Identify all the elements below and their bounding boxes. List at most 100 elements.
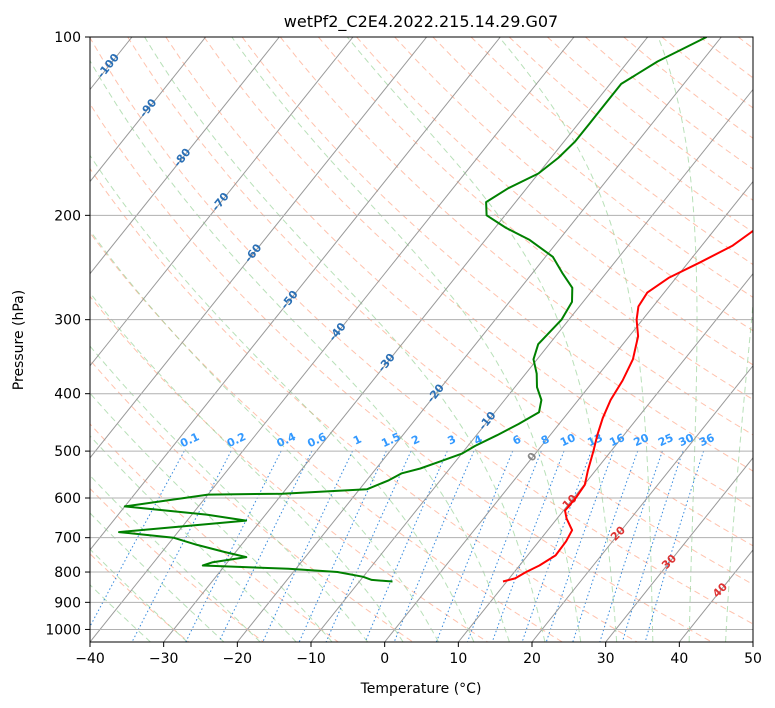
mixing-ratio-line [393,450,475,642]
moist-adiabat [90,435,297,642]
y-tick-label: 300 [54,313,81,329]
moist-adiabat [657,37,698,642]
moist-adiabat [231,37,582,642]
y-tick-label: 500 [54,444,81,460]
isotherm-line [752,641,753,642]
y-tick-label: 600 [54,491,81,507]
mixing-ratio-line [364,450,448,642]
dry-adiabat [508,37,753,233]
mixing-ratio-label: 0.1 [178,430,201,450]
mixing-ratio-line [572,450,639,642]
mixing-ratio-line [298,450,387,642]
dry-adiabat [90,295,488,642]
isotherm-line [90,37,280,275]
dry-adiabat [90,167,638,642]
dry-adiabat-label: 30 [659,552,679,572]
isotherm-line [90,37,428,459]
mixing-ratio-line [435,450,514,642]
dry-adiabat [203,37,753,509]
dry-adiabat [90,103,712,642]
isotherm-line [678,549,753,642]
mixing-ratio-label: 0.6 [305,430,328,450]
axis-ticks: −40 −30 −20 −10 0 10 20 30 40 5010020030040050060… [45,30,762,667]
dry-adiabat [90,553,190,642]
moist-adiabat [90,59,510,642]
plot-frame [89,36,754,643]
dry-adiabat [90,231,563,642]
isotherm-line [531,364,753,642]
dry-adiabat [547,37,753,201]
temperature-profile-line [502,229,753,583]
x-tick-label: −30 [149,651,179,667]
mixing-ratio-line [325,450,412,642]
moist-adiabat [90,292,404,642]
moist-adiabat [346,37,618,642]
mixing-ratio-line [521,450,592,642]
profiles [118,37,753,583]
mixing-ratio-line [90,450,185,628]
mixing-ratio-label: 0.4 [275,430,298,450]
mixing-ratio-label: 0.2 [225,430,248,450]
moist-adiabat [498,37,654,642]
x-tick-label: 0 [380,651,389,667]
mixing-ratio-line [131,450,232,642]
isotherm-line [384,180,753,642]
isotherm-line [605,457,753,642]
mixing-ratio-label: 16 [607,431,627,449]
x-axis-label: Temperature (°C) [360,681,482,697]
dry-adiabat [241,37,753,472]
dry-adiabat [699,37,753,79]
isotherm-line [90,37,501,551]
isotherm-line [163,37,649,642]
mixing-ratio-line [262,450,353,642]
moist-adiabat [90,154,475,642]
mixing-ratio-label: 1 [351,433,363,448]
moist-adiabat [90,229,439,642]
isotherm-line [90,37,207,183]
moist-adiabat [90,584,151,642]
mixing-ratio-label: 36 [697,431,717,449]
mixing-ratio-label: 25 [656,431,675,449]
y-tick-label: 100 [54,30,81,46]
dry-adiabat-label: 40 [710,580,730,600]
dry-adiabat [318,37,753,401]
y-tick-label: 400 [54,387,81,403]
mixing-ratio-line [545,450,614,642]
mixing-ratio-label: 30 [677,431,697,449]
dry-adiabat [737,37,753,49]
dry-adiabat [90,487,264,642]
mixing-ratio-label: 2 [409,433,421,448]
isotherm-line [310,88,753,642]
mixing-ratio-line [621,450,684,642]
dry-adiabat [127,37,753,586]
moist-adiabat [725,299,753,642]
dry-adiabat [394,37,753,332]
dry-adiabat [585,37,753,170]
mixing-ratio-label: 10 [558,431,578,449]
x-tick-label: 50 [744,651,762,667]
y-tick-label: 800 [54,565,81,581]
mixing-ratio-label: 6 [511,432,524,447]
x-tick-label: −10 [296,651,326,667]
x-tick-label: 30 [597,651,615,667]
mixing-ratio-line [599,450,663,642]
y-tick-label: 900 [54,595,81,611]
mixing-ratio-label: 20 [632,431,652,449]
x-tick-label: 40 [670,651,688,667]
x-tick-label: −20 [223,651,253,667]
chart-title: wetPf2_C2E4.2022.215.14.29.G07 [284,12,558,32]
y-axis-label: Pressure (hPa) [11,290,27,390]
isotherm-line [457,272,753,642]
isotherm-line [90,37,575,642]
moist-adiabat [90,512,225,642]
isotherm-line [0,37,58,642]
dewpoint-profile-line [118,37,708,583]
dry-adiabat [432,37,753,298]
mixing-ratio-label: 1.5 [379,430,402,450]
y-tick-label: 1000 [45,622,81,638]
moist-adiabat [90,474,261,642]
isotherm-line [236,37,722,642]
background-lines [0,37,753,642]
mixing-ratio-line [644,450,705,642]
dry-adiabat [470,37,753,266]
